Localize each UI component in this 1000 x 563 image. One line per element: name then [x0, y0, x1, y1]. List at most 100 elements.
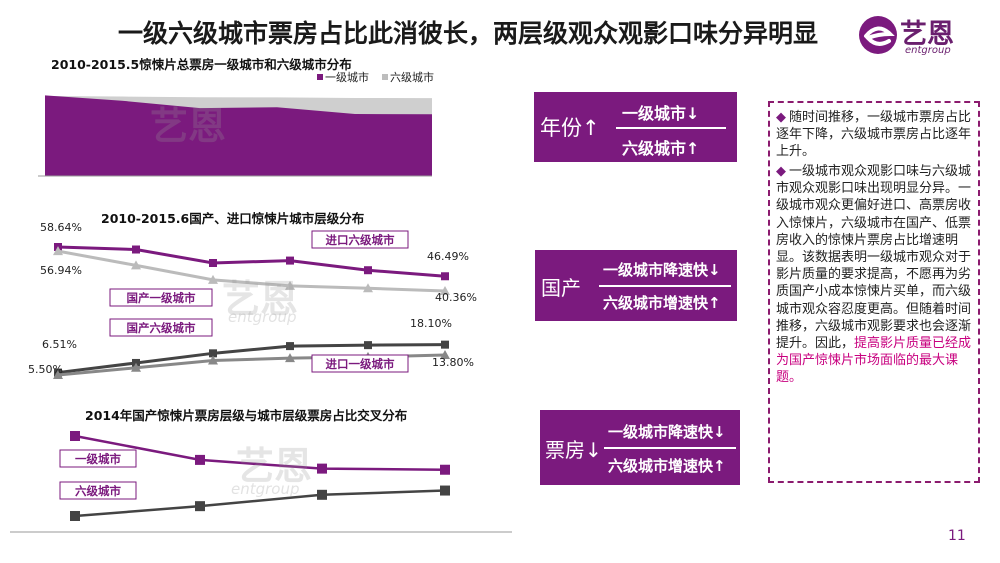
- c2-line-series-0: [57, 245, 446, 278]
- c2-label-end-second: 40.36%: [435, 291, 477, 304]
- c3-line-series-1: [74, 489, 446, 518]
- note-bullet-1: ◆ 随时间推移，一级城市票房占比逐年下降，六级城市票房占比逐年上升。: [776, 109, 972, 161]
- c2-marker-series-1: [208, 274, 218, 284]
- panel-year-top: 一级城市↓: [622, 104, 700, 123]
- diamond-bullet-icon: ◆: [776, 164, 786, 179]
- tag-c3-tier6: [59, 481, 137, 500]
- chart1-title: 2010-2015.5惊悚片总票房一级城市和六级城市分布: [51, 57, 352, 72]
- c2-line-series-2: [57, 343, 446, 375]
- area-tier1: [45, 95, 432, 176]
- panel-year: 年份↑ 一级城市↓ 六级城市↑: [534, 92, 737, 162]
- panel-domestic-side: 国产: [541, 276, 581, 300]
- tag-c3-tier1: [59, 449, 137, 468]
- c2-label-start-top: 58.64%: [40, 221, 82, 234]
- page-number: 11: [948, 528, 966, 544]
- c2-marker-series-1: [363, 283, 373, 293]
- c3-marker-series-0: [195, 454, 205, 465]
- panel-domestic: 国产 一级城市降速快↓ 六级城市增速快↑: [535, 250, 737, 321]
- c3-series-tags: 一级城市 六级城市: [59, 449, 137, 500]
- panel-domestic-bottom: 六级城市增速快↑: [603, 294, 721, 312]
- chart3-title: 2014年国产惊悚片票房层级与城市层级票房占比交叉分布: [85, 408, 408, 423]
- c2-label-end-bottom: 13.80%: [432, 356, 474, 369]
- c2-marker-series-2: [364, 341, 372, 350]
- c2-marker-series-3: [208, 355, 218, 365]
- legend-label-tier1: 一级城市: [325, 70, 369, 84]
- note-bullet-1-text: 随时间推移，一级城市票房占比逐年下降，六级城市票房占比逐年上升。: [776, 110, 972, 160]
- panel-year-side: 年份↑: [540, 116, 600, 140]
- c2-label-start-bottom: 5.50%: [28, 363, 63, 376]
- panel-boxoffice-top: 一级城市降速快↓: [608, 423, 726, 441]
- tag-domestic-tier6-text: 国产六级城市: [127, 321, 196, 335]
- chart2-title: 2010-2015.6国产、进口惊悚片城市层级分布: [101, 211, 365, 226]
- tag-import-tier6-text: 进口六级城市: [326, 233, 395, 247]
- c2-marker-series-2: [441, 340, 449, 349]
- c2-label-end-third: 18.10%: [410, 317, 452, 330]
- c2-series-tags: 进口六级城市 国产一级城市 国产六级城市 进口一级城市: [109, 230, 409, 373]
- c2-label-start-third: 6.51%: [42, 338, 77, 351]
- tag-import-tier1-text: 进口一级城市: [326, 357, 395, 371]
- chart1-area: 一级城市 六级城市: [38, 70, 434, 177]
- tag-c3-tier6-text: 六级城市: [75, 484, 121, 498]
- watermark-3: 艺恩: [236, 444, 313, 488]
- c2-line-series-1: [57, 249, 446, 293]
- watermark-2: 艺恩: [222, 277, 299, 321]
- c2-marker-series-3: [131, 362, 141, 372]
- logo-subtext: entgroup: [905, 45, 951, 56]
- c2-marker-series-1: [53, 246, 63, 256]
- c2-marker-series-0: [441, 272, 449, 281]
- watermark-2-sub: entgroup: [228, 308, 297, 326]
- c3-marker-series-1: [70, 511, 80, 521]
- watermark-3-sub: entgroup: [231, 480, 300, 498]
- panel-boxoffice: 票房↓ 一级城市降速快↓ 六级城市增速快↑: [540, 410, 740, 485]
- slide-title: 一级六级城市票房占比此消彼长，两层级观众观影口味分异明显: [118, 19, 819, 48]
- logo-text: 艺恩: [900, 19, 954, 50]
- c2-marker-series-3: [53, 370, 63, 379]
- watermark-1: 艺恩: [150, 104, 227, 148]
- c2-marker-series-0: [286, 256, 294, 265]
- chart2-lines: 58.64% 56.94% 6.51% 5.50% 46.49% 40.36% …: [28, 221, 477, 379]
- tag-domestic-tier1: [109, 288, 213, 307]
- chart3-lines: 一级城市 六级城市: [10, 431, 512, 533]
- c2-marker-series-2: [209, 349, 217, 358]
- c2-label-start-second: 56.94%: [40, 264, 82, 277]
- panel-year-fraction-line: [616, 127, 726, 129]
- diamond-bullet-icon: ◆: [776, 110, 786, 125]
- c3-marker-series-0: [440, 464, 450, 475]
- c2-marker-series-3: [285, 353, 295, 363]
- note-bullet-2: ◆ 一级城市观众观影口味与六级城市观众观影口味出现明显分异。一级城市观众更偏好进口…: [776, 163, 972, 387]
- legend-label-tier6: 六级城市: [390, 70, 434, 84]
- tag-c3-tier1-text: 一级城市: [75, 452, 121, 466]
- panel-boxoffice-side: 票房↓: [545, 438, 602, 462]
- tag-import-tier6: [311, 230, 409, 249]
- tag-import-tier1: [311, 354, 409, 373]
- c3-line-series-0: [74, 434, 446, 471]
- panel-domestic-top: 一级城市降速快↓: [603, 261, 721, 279]
- c2-marker-series-0: [209, 258, 217, 267]
- c2-label-end-top: 46.49%: [427, 250, 469, 263]
- c3-marker-series-0: [70, 431, 80, 441]
- c3-marker-series-0: [317, 463, 327, 474]
- legend-swatch-tier6: [382, 74, 388, 80]
- entgroup-logo-icon: [859, 16, 897, 54]
- c3-marker-series-1: [317, 489, 327, 500]
- note-bullet-2-text: 一级城市观众观影口味与六级城市观众观影口味出现明显分异。一级城市观众更偏好进口、…: [776, 164, 972, 352]
- panel-boxoffice-fraction-line: [604, 447, 736, 449]
- c2-marker-series-3: [440, 350, 450, 360]
- panel-year-bottom: 六级城市↑: [622, 139, 700, 158]
- c2-marker-series-0: [364, 266, 372, 275]
- c3-marker-series-1: [440, 485, 450, 496]
- notes-box: ◆ 随时间推移，一级城市票房占比逐年下降，六级城市票房占比逐年上升。 ◆ 一级城市观…: [768, 101, 980, 483]
- panel-boxoffice-bottom: 六级城市增速快↑: [608, 457, 726, 475]
- note-bullet-2-highlight: 提高影片质量已经成为国产惊悚片市场面临的最大课题。: [776, 336, 972, 386]
- c2-marker-series-2: [286, 342, 294, 351]
- c3-marker-series-1: [195, 501, 205, 512]
- legend-swatch-tier1: [317, 74, 323, 80]
- c2-marker-series-1: [440, 286, 450, 296]
- c2-marker-series-1: [131, 260, 141, 270]
- panel-domestic-fraction-line: [599, 285, 731, 287]
- tag-domestic-tier1-text: 国产一级城市: [127, 291, 196, 305]
- c2-marker-series-0: [132, 245, 140, 254]
- c2-marker-series-1: [285, 280, 295, 290]
- chart1-legend: 一级城市 六级城市: [317, 70, 434, 84]
